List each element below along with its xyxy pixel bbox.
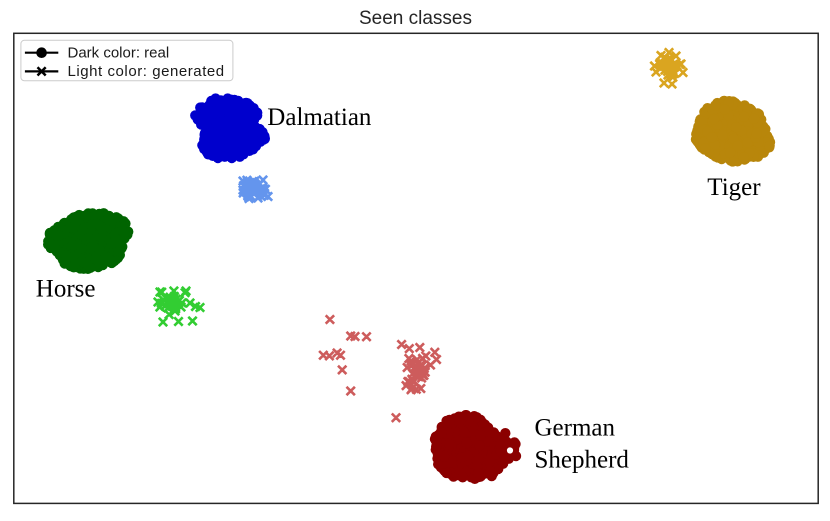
svg-text:Dalmatian: Dalmatian	[267, 104, 372, 131]
svg-text:Light color: generated: Light color: generated	[68, 63, 225, 80]
svg-text:Seen classes: Seen classes	[359, 8, 472, 29]
svg-text:Dark color: real: Dark color: real	[68, 44, 170, 61]
svg-text:German: German	[535, 415, 616, 442]
svg-text:Tiger: Tiger	[707, 174, 761, 201]
svg-text:Horse: Horse	[36, 275, 96, 302]
svg-text:Shepherd: Shepherd	[535, 447, 630, 474]
